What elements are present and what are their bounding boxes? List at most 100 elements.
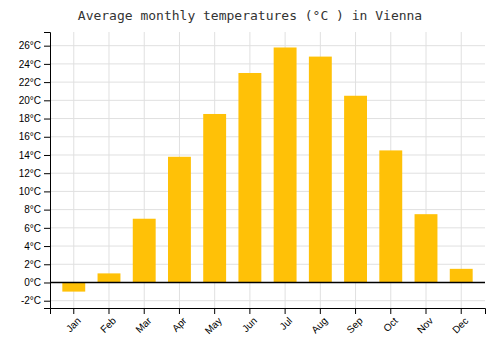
- tick-label: 14°C: [19, 150, 41, 161]
- tick: 22°C: [19, 77, 50, 88]
- bar: [344, 96, 367, 283]
- tick-label: Nov: [415, 315, 435, 335]
- tick-label: Aug: [309, 315, 329, 335]
- tick: 12°C: [19, 168, 50, 179]
- tick-mark: [44, 191, 50, 192]
- tick-label: Sep: [344, 315, 365, 336]
- grid-line: [50, 191, 485, 192]
- tick-mark: [179, 308, 180, 314]
- tick: Apr: [170, 308, 189, 334]
- tick-mark: [44, 82, 50, 83]
- zero-line: [50, 282, 485, 284]
- grid-line: [50, 173, 485, 174]
- tick-mark: [44, 228, 50, 229]
- bar: [98, 273, 121, 282]
- tick: 0°C: [24, 277, 50, 288]
- chart: -2°C 0°C 2°C 4°C 6°C 8°C 10°C 12°C 14°C 16°C 18°C 2…: [0, 0, 500, 350]
- grid-line: [50, 209, 485, 210]
- tick-mark: [355, 308, 356, 314]
- tick-mark: [108, 308, 109, 314]
- tick-mark: [44, 264, 50, 265]
- tick-label: Dec: [450, 315, 470, 335]
- tick: 16°C: [19, 131, 50, 142]
- tick-label: -2°C: [21, 295, 41, 306]
- grid-line: [50, 282, 485, 283]
- tick: 2°C: [24, 259, 50, 270]
- tick-mark: [44, 100, 50, 101]
- grid-line: [50, 118, 485, 119]
- tick-label: Mar: [133, 315, 153, 335]
- tick-mark: [461, 308, 462, 314]
- tick-mark: [320, 308, 321, 314]
- tick-label: 0°C: [24, 277, 41, 288]
- tick: 20°C: [19, 95, 50, 106]
- tick-mark: [44, 173, 50, 174]
- tick: 10°C: [19, 186, 50, 197]
- tick-label: 18°C: [19, 113, 41, 124]
- grid-line: [50, 300, 485, 301]
- tick-mark: [44, 155, 50, 156]
- grid-line: [50, 100, 485, 101]
- tick-mark: [44, 119, 50, 120]
- tick-mark: [44, 64, 50, 65]
- bar: [379, 150, 402, 282]
- tick: 18°C: [19, 113, 50, 124]
- bar: [168, 157, 191, 283]
- grid: [50, 32, 485, 308]
- tick-mark: [44, 210, 50, 211]
- tick-label: 16°C: [19, 131, 41, 142]
- axis-line: [44, 33, 51, 309]
- tick-mark: [144, 308, 145, 314]
- tick: 4°C: [24, 241, 50, 252]
- tick-mark: [73, 308, 74, 314]
- tick-label: Apr: [170, 315, 189, 334]
- tick-mark: [285, 308, 286, 314]
- bar: [238, 73, 261, 283]
- tick-label: 26°C: [19, 40, 41, 51]
- tick-mark: [426, 308, 427, 314]
- grid-line: [108, 32, 109, 308]
- grid-line: [50, 136, 485, 137]
- grid-line: [461, 32, 462, 308]
- title: Average monthly temperatures (°C ) in Vi…: [78, 8, 422, 23]
- grid-line: [50, 82, 485, 83]
- tick-label: Oct: [381, 315, 400, 334]
- grid-line: [73, 32, 74, 308]
- tick-mark: [249, 308, 250, 314]
- tick: Feb: [98, 308, 118, 335]
- tick: Oct: [381, 308, 400, 334]
- tick-mark: [390, 308, 391, 314]
- tick-label: 8°C: [24, 204, 41, 215]
- tick: Jun: [240, 308, 259, 334]
- tick-label: May: [203, 315, 224, 336]
- tick-label: Jan: [64, 315, 83, 334]
- tick-label: 10°C: [19, 186, 41, 197]
- tick-mark: [44, 282, 50, 283]
- bar: [450, 269, 473, 283]
- tick-label: 6°C: [24, 223, 41, 234]
- tick-label: Jul: [277, 315, 294, 332]
- grid-line: [50, 45, 485, 46]
- tick: 14°C: [19, 150, 50, 161]
- tick-label: 24°C: [19, 59, 41, 70]
- tick: Sep: [344, 308, 365, 335]
- y-axis: -2°C 0°C 2°C 4°C 6°C 8°C 10°C 12°C 14°C 16°C 18°C 2…: [19, 33, 51, 309]
- bar: [309, 57, 332, 283]
- grid-line: [50, 154, 485, 155]
- tick-mark: [44, 46, 50, 47]
- tick-label: 20°C: [19, 95, 41, 106]
- tick: May: [203, 308, 224, 336]
- tick: 26°C: [19, 40, 50, 51]
- tick-mark: [214, 308, 215, 314]
- tick-label: 2°C: [24, 259, 41, 270]
- bar: [274, 47, 297, 282]
- tick-label: 4°C: [24, 241, 41, 252]
- tick: 6°C: [24, 223, 50, 234]
- plot-area: -2°C 0°C 2°C 4°C 6°C 8°C 10°C 12°C 14°C 16°C 18°C 2…: [19, 32, 486, 336]
- tick: Nov: [415, 308, 435, 335]
- tick: 24°C: [19, 59, 50, 70]
- tick: Jan: [64, 308, 83, 334]
- bars: [50, 47, 485, 291]
- bar: [415, 214, 438, 282]
- tick: Aug: [309, 308, 329, 335]
